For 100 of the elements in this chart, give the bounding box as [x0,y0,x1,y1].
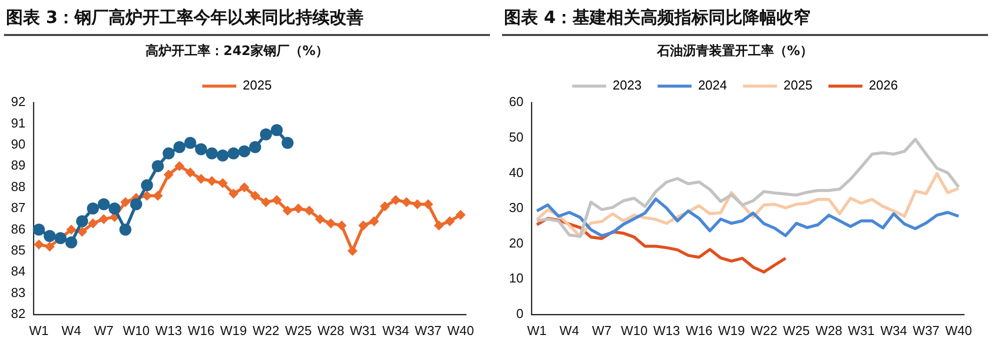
point [120,197,130,208]
point [218,178,228,188]
point [206,147,218,160]
point [423,199,434,210]
point [44,230,56,242]
point [260,197,271,208]
point [206,176,217,186]
point [369,216,380,226]
y-tick-label: 87 [10,200,26,216]
x-tick-label: W13 [653,322,680,338]
point [358,220,368,230]
point [282,206,293,216]
y-tick-label: 85 [10,242,26,258]
point [77,226,88,237]
point [195,143,208,156]
chart-title: 图表 3：钢厂高炉开工率今年以来同比持续改善 [4,4,490,36]
point [86,202,99,214]
point [380,201,390,212]
point [152,160,164,172]
x-tick-label: W37 [414,322,442,338]
x-tick-label: W25 [285,322,312,338]
point [270,124,283,136]
point [174,161,184,172]
point [304,206,314,216]
legend-label: 2025 [242,78,272,93]
chart-subtitle: 石油沥青装置开工率（%） [656,43,814,60]
legend-label: 2026 [868,78,898,93]
point [250,190,260,201]
point [272,195,282,206]
point [282,136,294,149]
point [141,179,153,192]
x-tick-label: W22 [252,322,280,338]
x-tick-label: W13 [155,322,182,338]
x-tick-label: W25 [783,322,810,338]
x-tick-label: W34 [880,322,908,338]
point [260,128,272,140]
point [44,242,55,252]
y-tick-label: 90 [10,136,26,152]
point [239,182,250,192]
x-tick-label: W28 [815,322,842,338]
point [32,224,45,236]
x-tick-label: W1 [29,322,49,338]
point [185,167,196,178]
chart-title: 图表 4：基建相关高频指标同比降幅收窄 [502,4,988,36]
point [98,214,109,224]
x-tick-label: W19 [220,322,247,338]
point [347,246,358,256]
point [130,198,142,210]
x-tick-label: W28 [317,322,344,338]
y-tick-label: 40 [508,164,524,180]
point [98,198,110,210]
y-tick-label: 91 [10,115,26,130]
x-tick-label: W40 [945,322,972,338]
x-tick-label: W37 [912,322,940,338]
x-tick-label: W7 [94,322,114,338]
point [184,136,196,149]
point [152,190,163,201]
point [326,218,336,228]
point [412,199,422,210]
y-tick-label: 30 [508,200,524,216]
point [456,210,466,220]
point [65,236,78,248]
legend-label: 2024 [698,78,727,93]
point [196,174,206,184]
point [34,240,44,250]
y-tick-label: 92 [10,94,26,110]
y-tick-label: 86 [10,221,26,236]
y-tick-label: 83 [10,284,26,300]
point [173,141,186,154]
chart-subtitle: 高炉开工率：242家钢厂（%） [145,43,329,60]
x-tick-label: W4 [560,322,580,338]
point [390,195,401,206]
point [76,215,88,228]
point [164,170,174,180]
legend-label: 2023 [612,78,642,93]
y-tick-label: 84 [10,264,26,279]
x-tick-label: W10 [122,322,150,338]
y-tick-label: 50 [508,129,524,144]
x-tick-label: W34 [382,322,410,338]
point [249,141,262,154]
x-tick-label: W40 [447,322,474,338]
x-tick-label: W1 [527,322,547,338]
point [66,224,76,235]
point [162,147,175,160]
y-tick-label: 89 [10,158,26,173]
y-tick-label: 0 [516,306,524,321]
point [119,224,132,236]
x-tick-label: W31 [848,322,875,338]
x-tick-label: W7 [592,322,612,338]
y-tick-label: 88 [10,178,26,194]
legend-label: 2025 [784,78,812,93]
x-tick-label: W16 [188,322,214,338]
point [238,145,250,158]
y-tick-label: 82 [10,306,26,321]
point [444,216,455,226]
x-tick-label: W10 [620,322,648,338]
y-tick-label: 10 [508,270,524,286]
point [228,188,239,199]
x-tick-label: W31 [350,322,377,338]
x-tick-label: W19 [718,322,745,338]
